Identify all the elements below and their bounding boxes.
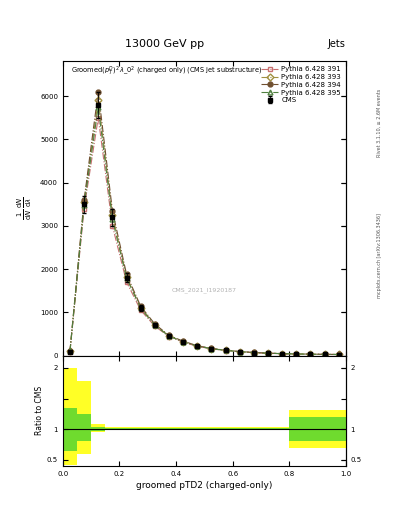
Pythia 6.428 395 [223, 347, 228, 353]
Pythia 6.428 391 [68, 349, 72, 355]
Pythia 6.428 395 [82, 202, 86, 208]
Pythia 6.428 395 [252, 350, 256, 356]
Pythia 6.428 391 [138, 307, 143, 313]
Pythia 6.428 395 [195, 343, 200, 349]
Text: Jets: Jets [328, 38, 346, 49]
Pythia 6.428 393 [266, 350, 270, 356]
Pythia 6.428 391 [96, 115, 101, 121]
Pythia 6.428 393 [336, 351, 341, 357]
Pythia 6.428 393 [223, 347, 228, 353]
Text: Groomed$(p_T^D)^2\,\lambda\_0^2$ (charged only) (CMS jet substructure): Groomed$(p_T^D)^2\,\lambda\_0^2$ (charge… [72, 65, 263, 78]
Pythia 6.428 393 [167, 333, 171, 339]
Pythia 6.428 394 [124, 271, 129, 278]
Pythia 6.428 394 [223, 347, 228, 353]
Pythia 6.428 394 [152, 321, 157, 327]
Pythia 6.428 394 [167, 332, 171, 338]
Pythia 6.428 393 [195, 343, 200, 349]
Pythia 6.428 395 [138, 305, 143, 311]
Pythia 6.428 394 [68, 348, 72, 354]
Pythia 6.428 394 [209, 346, 214, 352]
Pythia 6.428 393 [138, 305, 143, 311]
Line: Pythia 6.428 394: Pythia 6.428 394 [68, 89, 341, 357]
Line: Pythia 6.428 393: Pythia 6.428 393 [68, 98, 341, 357]
Pythia 6.428 395 [96, 104, 101, 110]
Pythia 6.428 395 [167, 333, 171, 339]
Pythia 6.428 391 [336, 352, 341, 358]
Pythia 6.428 394 [308, 351, 313, 357]
Pythia 6.428 391 [167, 333, 171, 339]
Pythia 6.428 393 [308, 351, 313, 357]
Pythia 6.428 393 [280, 351, 285, 357]
Line: Pythia 6.428 395: Pythia 6.428 395 [68, 104, 341, 357]
Pythia 6.428 394 [195, 343, 200, 349]
Pythia 6.428 391 [223, 348, 228, 354]
Pythia 6.428 391 [209, 346, 214, 352]
Pythia 6.428 395 [322, 351, 327, 357]
Pythia 6.428 394 [266, 350, 270, 356]
Pythia 6.428 393 [110, 212, 115, 218]
Pythia 6.428 395 [152, 322, 157, 328]
Pythia 6.428 395 [181, 339, 185, 345]
Text: CMS_2021_I1920187: CMS_2021_I1920187 [172, 287, 237, 292]
Pythia 6.428 394 [252, 349, 256, 355]
X-axis label: groomed pTD2 (charged-only): groomed pTD2 (charged-only) [136, 481, 273, 490]
Pythia 6.428 395 [280, 351, 285, 357]
Pythia 6.428 394 [82, 197, 86, 203]
Pythia 6.428 395 [124, 275, 129, 281]
Pythia 6.428 395 [294, 351, 299, 357]
Pythia 6.428 391 [152, 323, 157, 329]
Pythia 6.428 393 [181, 338, 185, 345]
Pythia 6.428 394 [138, 303, 143, 309]
Legend: Pythia 6.428 391, Pythia 6.428 393, Pythia 6.428 394, Pythia 6.428 395, CMS: Pythia 6.428 391, Pythia 6.428 393, Pyth… [260, 65, 342, 104]
Pythia 6.428 394 [181, 338, 185, 344]
Y-axis label: Ratio to CMS: Ratio to CMS [35, 386, 44, 435]
Pythia 6.428 394 [237, 349, 242, 355]
Text: 13000 GeV pp: 13000 GeV pp [125, 38, 205, 49]
Pythia 6.428 393 [294, 351, 299, 357]
Pythia 6.428 394 [110, 207, 115, 214]
Pythia 6.428 393 [237, 349, 242, 355]
Pythia 6.428 391 [237, 349, 242, 355]
Pythia 6.428 394 [336, 351, 341, 357]
Text: Rivet 3.1.10, ≥ 2.6M events: Rivet 3.1.10, ≥ 2.6M events [377, 89, 382, 157]
Pythia 6.428 394 [294, 351, 299, 357]
Pythia 6.428 391 [82, 205, 86, 211]
Pythia 6.428 393 [209, 346, 214, 352]
Text: mcplots.cern.ch [arXiv:1306.3436]: mcplots.cern.ch [arXiv:1306.3436] [377, 214, 382, 298]
Pythia 6.428 393 [96, 97, 101, 103]
Pythia 6.428 393 [252, 350, 256, 356]
Pythia 6.428 391 [294, 351, 299, 357]
Pythia 6.428 391 [322, 351, 327, 357]
Pythia 6.428 391 [266, 350, 270, 356]
Pythia 6.428 394 [96, 89, 101, 95]
Pythia 6.428 391 [280, 351, 285, 357]
Pythia 6.428 395 [308, 351, 313, 357]
Pythia 6.428 395 [68, 349, 72, 355]
Pythia 6.428 393 [68, 348, 72, 354]
Pythia 6.428 394 [322, 351, 327, 357]
Pythia 6.428 393 [124, 274, 129, 280]
Pythia 6.428 391 [124, 279, 129, 285]
Pythia 6.428 395 [336, 351, 341, 357]
Pythia 6.428 391 [252, 350, 256, 356]
Pythia 6.428 394 [280, 351, 285, 357]
Pythia 6.428 393 [152, 322, 157, 328]
Line: Pythia 6.428 391: Pythia 6.428 391 [68, 115, 341, 357]
Pythia 6.428 391 [308, 351, 313, 357]
Pythia 6.428 393 [322, 351, 327, 357]
Pythia 6.428 391 [195, 343, 200, 349]
Pythia 6.428 393 [82, 199, 86, 205]
Y-axis label: $\frac{1}{\mathrm{d}N}\,\frac{\mathrm{d}N}{\mathrm{d}\lambda}$: $\frac{1}{\mathrm{d}N}\,\frac{\mathrm{d}… [16, 197, 35, 220]
Pythia 6.428 391 [181, 339, 185, 345]
Pythia 6.428 395 [266, 350, 270, 356]
Pythia 6.428 391 [110, 223, 115, 229]
Pythia 6.428 395 [237, 349, 242, 355]
Pythia 6.428 395 [209, 346, 214, 352]
Pythia 6.428 395 [110, 216, 115, 222]
